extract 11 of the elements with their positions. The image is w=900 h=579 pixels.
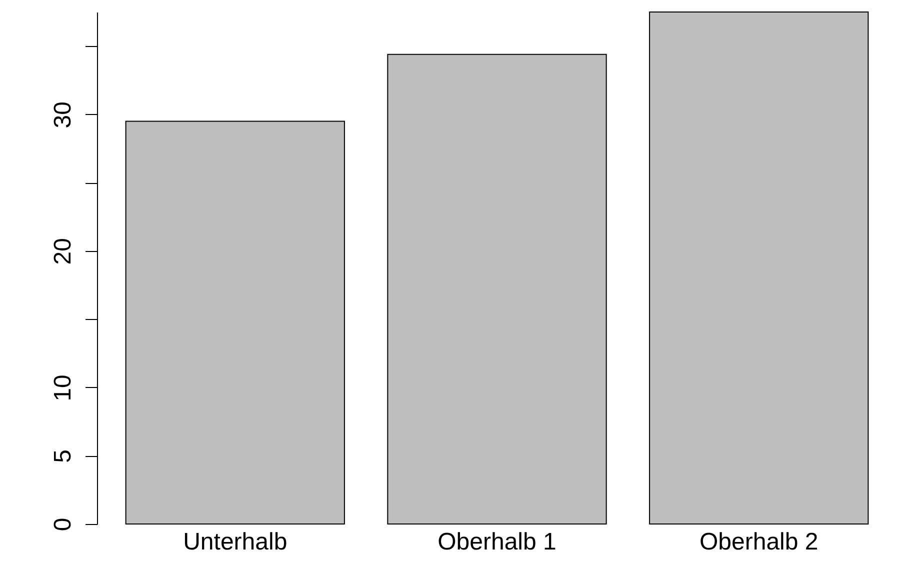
x-tick-label: Oberhalb 2 <box>699 528 818 556</box>
y-tick-label: 30 <box>50 102 76 128</box>
y-tick-label: 5 <box>50 450 76 463</box>
x-tick-label: Unterhalb <box>183 528 288 556</box>
x-tick-label: Oberhalb 1 <box>438 528 556 556</box>
y-tick-label: 0 <box>50 518 76 532</box>
y-tick-label: 10 <box>50 374 76 402</box>
y-tick-label: 20 <box>50 238 76 265</box>
bar <box>125 120 345 524</box>
bar <box>387 54 607 524</box>
bar <box>649 12 869 524</box>
